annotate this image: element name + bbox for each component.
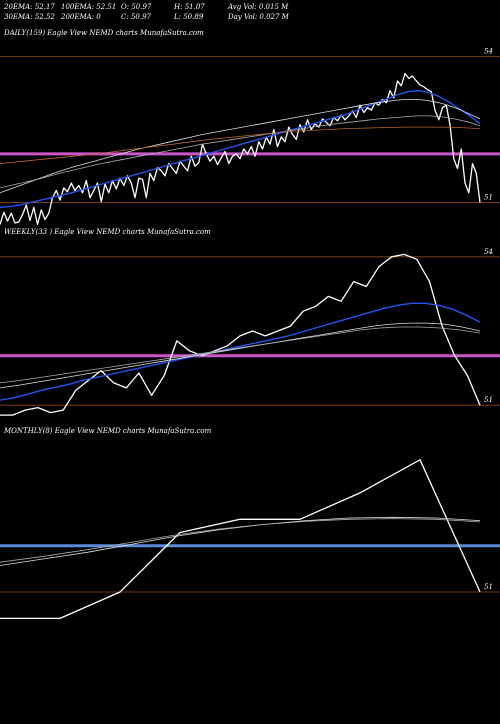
weekly-series-line-0 (0, 253, 481, 416)
stat-open: O: 50.97 (121, 3, 152, 11)
daily-tick-label: 51 (484, 194, 493, 202)
weekly-series-line-2 (0, 322, 481, 389)
stat-30ema: 30EMA: 52.52 (4, 13, 55, 21)
daily-series-line-3 (0, 115, 481, 189)
stat-avg-vol: Avg Vol: 0.015 M (227, 3, 289, 11)
header-stats: 20EMA: 52.17 100EMA: 52.51 O: 50.97 H: 5… (3, 3, 290, 21)
daily-series-line-1 (0, 89, 481, 209)
weekly-tick-label: 54 (484, 248, 493, 256)
daily-series-line-4 (0, 126, 481, 164)
stat-100ema: 100EMA: 52.51 (61, 3, 116, 11)
stat-low: L: 50.89 (173, 13, 204, 21)
weekly-series-line-1 (0, 302, 481, 401)
stat-close: C: 50.97 (121, 13, 152, 21)
monthly-panel: 51 (0, 459, 500, 620)
stat-200ema: 200EMA: 0 (60, 13, 101, 21)
monthly-series-line-2 (0, 518, 481, 563)
daily-panel-title: DAILY(159) Eagle View NEMD charts Munafa… (3, 29, 204, 37)
daily-series-line-2 (0, 99, 481, 194)
weekly-panel-title: WEEKLY(33 ) Eagle View NEMD charts Munaf… (4, 228, 211, 236)
stat-high: H: 51.07 (173, 3, 205, 11)
weekly-tick-label: 51 (484, 396, 493, 404)
daily-panel: 54 51 (0, 48, 500, 226)
weekly-panel: 54 51 (0, 248, 500, 416)
stat-day-vol: Day Vol: 0.027 M (227, 13, 290, 21)
weekly-series-line-3 (0, 326, 481, 384)
daily-tick-label: 54 (484, 48, 493, 56)
monthly-tick-label: 51 (484, 583, 493, 591)
monthly-panel-title: MONTHLY(8) Eagle View NEMD charts Munafa… (3, 427, 212, 435)
daily-series-line-0 (0, 72, 481, 226)
stat-20ema: 20EMA: 52.17 (3, 3, 55, 11)
monthly-series-line-0 (0, 459, 481, 620)
